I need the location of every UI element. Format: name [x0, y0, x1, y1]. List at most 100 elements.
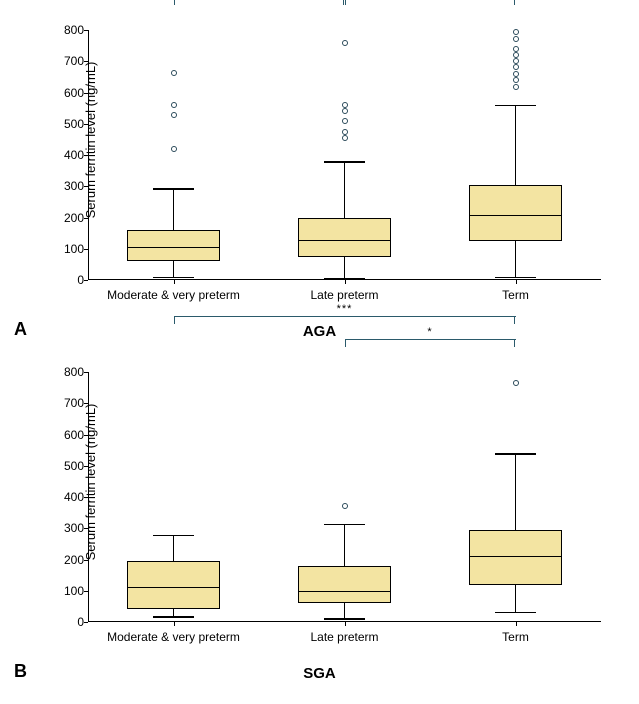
- outlier-point: [513, 380, 519, 386]
- ytick-label: 100: [50, 584, 84, 598]
- xtick-mark: [516, 280, 517, 284]
- ytick-label: 800: [50, 365, 84, 379]
- whisker-upper: [515, 105, 516, 185]
- ytick-mark: [84, 372, 88, 373]
- significance-bracket-drop: [514, 316, 515, 324]
- whisker-cap: [324, 278, 366, 279]
- outlier-point: [513, 84, 519, 90]
- box: [469, 530, 561, 586]
- median-line: [298, 591, 390, 592]
- whisker-lower: [515, 585, 516, 612]
- significance-bracket-drop: [174, 316, 175, 324]
- ytick-mark: [84, 280, 88, 281]
- ytick-label: 600: [50, 428, 84, 442]
- outlier-point: [342, 40, 348, 46]
- outlier-point: [513, 36, 519, 42]
- box: [298, 218, 390, 257]
- chart-panel: 0100200300400500600700800Serum ferritin …: [10, 352, 629, 682]
- ytick-label: 600: [50, 86, 84, 100]
- median-line: [469, 556, 561, 557]
- significance-bracket-drop: [514, 339, 515, 347]
- ytick-mark: [84, 622, 88, 623]
- ytick-label: 400: [50, 148, 84, 162]
- whisker-upper: [515, 453, 516, 529]
- outlier-point: [513, 77, 519, 83]
- whisker-cap: [153, 616, 195, 617]
- ytick-label: 400: [50, 490, 84, 504]
- xtick-label: Term: [502, 288, 529, 302]
- ytick-label: 500: [50, 117, 84, 131]
- median-line: [127, 247, 219, 248]
- ytick-label: 500: [50, 459, 84, 473]
- significance-bracket-drop: [174, 0, 175, 5]
- box: [469, 185, 561, 241]
- whisker-upper: [173, 188, 174, 230]
- outlier-point: [513, 29, 519, 35]
- whisker-lower: [515, 241, 516, 277]
- ytick-label: 0: [50, 273, 84, 287]
- whisker-cap: [495, 105, 537, 106]
- xtick-label: Late preterm: [310, 288, 378, 302]
- median-line: [298, 240, 390, 241]
- ytick-label: 300: [50, 521, 84, 535]
- whisker-cap: [495, 453, 537, 454]
- whisker-cap: [495, 277, 537, 278]
- significance-label: ***: [337, 304, 353, 315]
- outlier-point: [513, 71, 519, 77]
- median-line: [469, 215, 561, 216]
- outlier-point: [342, 503, 348, 509]
- whisker-cap: [495, 612, 537, 613]
- whisker-cap: [153, 535, 195, 536]
- significance-bracket: [174, 316, 516, 325]
- outlier-point: [171, 70, 177, 76]
- box: [298, 566, 390, 604]
- whisker-cap: [324, 618, 366, 619]
- ytick-label: 800: [50, 23, 84, 37]
- outlier-point: [171, 102, 177, 108]
- ytick-label: 700: [50, 396, 84, 410]
- outlier-point: [342, 135, 348, 141]
- ytick-label: 700: [50, 54, 84, 68]
- whisker-lower: [173, 609, 174, 617]
- outlier-point: [342, 118, 348, 124]
- significance-bracket: [174, 0, 345, 6]
- ytick-label: 100: [50, 242, 84, 256]
- outlier-point: [342, 108, 348, 114]
- outlier-point: [513, 46, 519, 52]
- significance-bracket-drop: [345, 0, 346, 5]
- whisker-cap: [324, 161, 366, 162]
- ytick-label: 200: [50, 211, 84, 225]
- xtick-mark: [174, 280, 175, 284]
- significance-bracket-drop: [514, 0, 515, 5]
- significance-bracket: [345, 339, 516, 348]
- ytick-label: 200: [50, 553, 84, 567]
- xtick-label: Moderate & very preterm: [107, 288, 240, 302]
- y-axis-label: Serum ferritin level (ng/mL): [83, 62, 98, 219]
- significance-bracket-drop: [345, 339, 346, 347]
- y-axis-label: Serum ferritin level (ng/mL): [83, 404, 98, 561]
- ytick-mark: [84, 591, 88, 592]
- outlier-point: [171, 112, 177, 118]
- outlier-point: [513, 52, 519, 58]
- xtick-mark: [516, 622, 517, 626]
- significance-bracket: [345, 0, 516, 6]
- xtick-mark: [345, 280, 346, 284]
- xtick-mark: [174, 622, 175, 626]
- panel-title: SGA: [10, 665, 629, 682]
- box: [127, 561, 219, 609]
- whisker-lower: [344, 257, 345, 278]
- panel-title: AGA: [10, 323, 629, 340]
- significance-label: *: [427, 327, 432, 338]
- ytick-mark: [84, 249, 88, 250]
- whisker-cap: [324, 524, 366, 525]
- chart-panel: 0100200300400500600700800Serum ferritin …: [10, 10, 629, 340]
- whisker-cap: [153, 277, 195, 278]
- xtick-label: Term: [502, 630, 529, 644]
- outlier-point: [342, 102, 348, 108]
- whisker-cap: [153, 188, 195, 189]
- xtick-mark: [345, 622, 346, 626]
- outlier-point: [513, 64, 519, 70]
- whisker-lower: [344, 603, 345, 618]
- median-line: [127, 587, 219, 588]
- whisker-upper: [344, 524, 345, 566]
